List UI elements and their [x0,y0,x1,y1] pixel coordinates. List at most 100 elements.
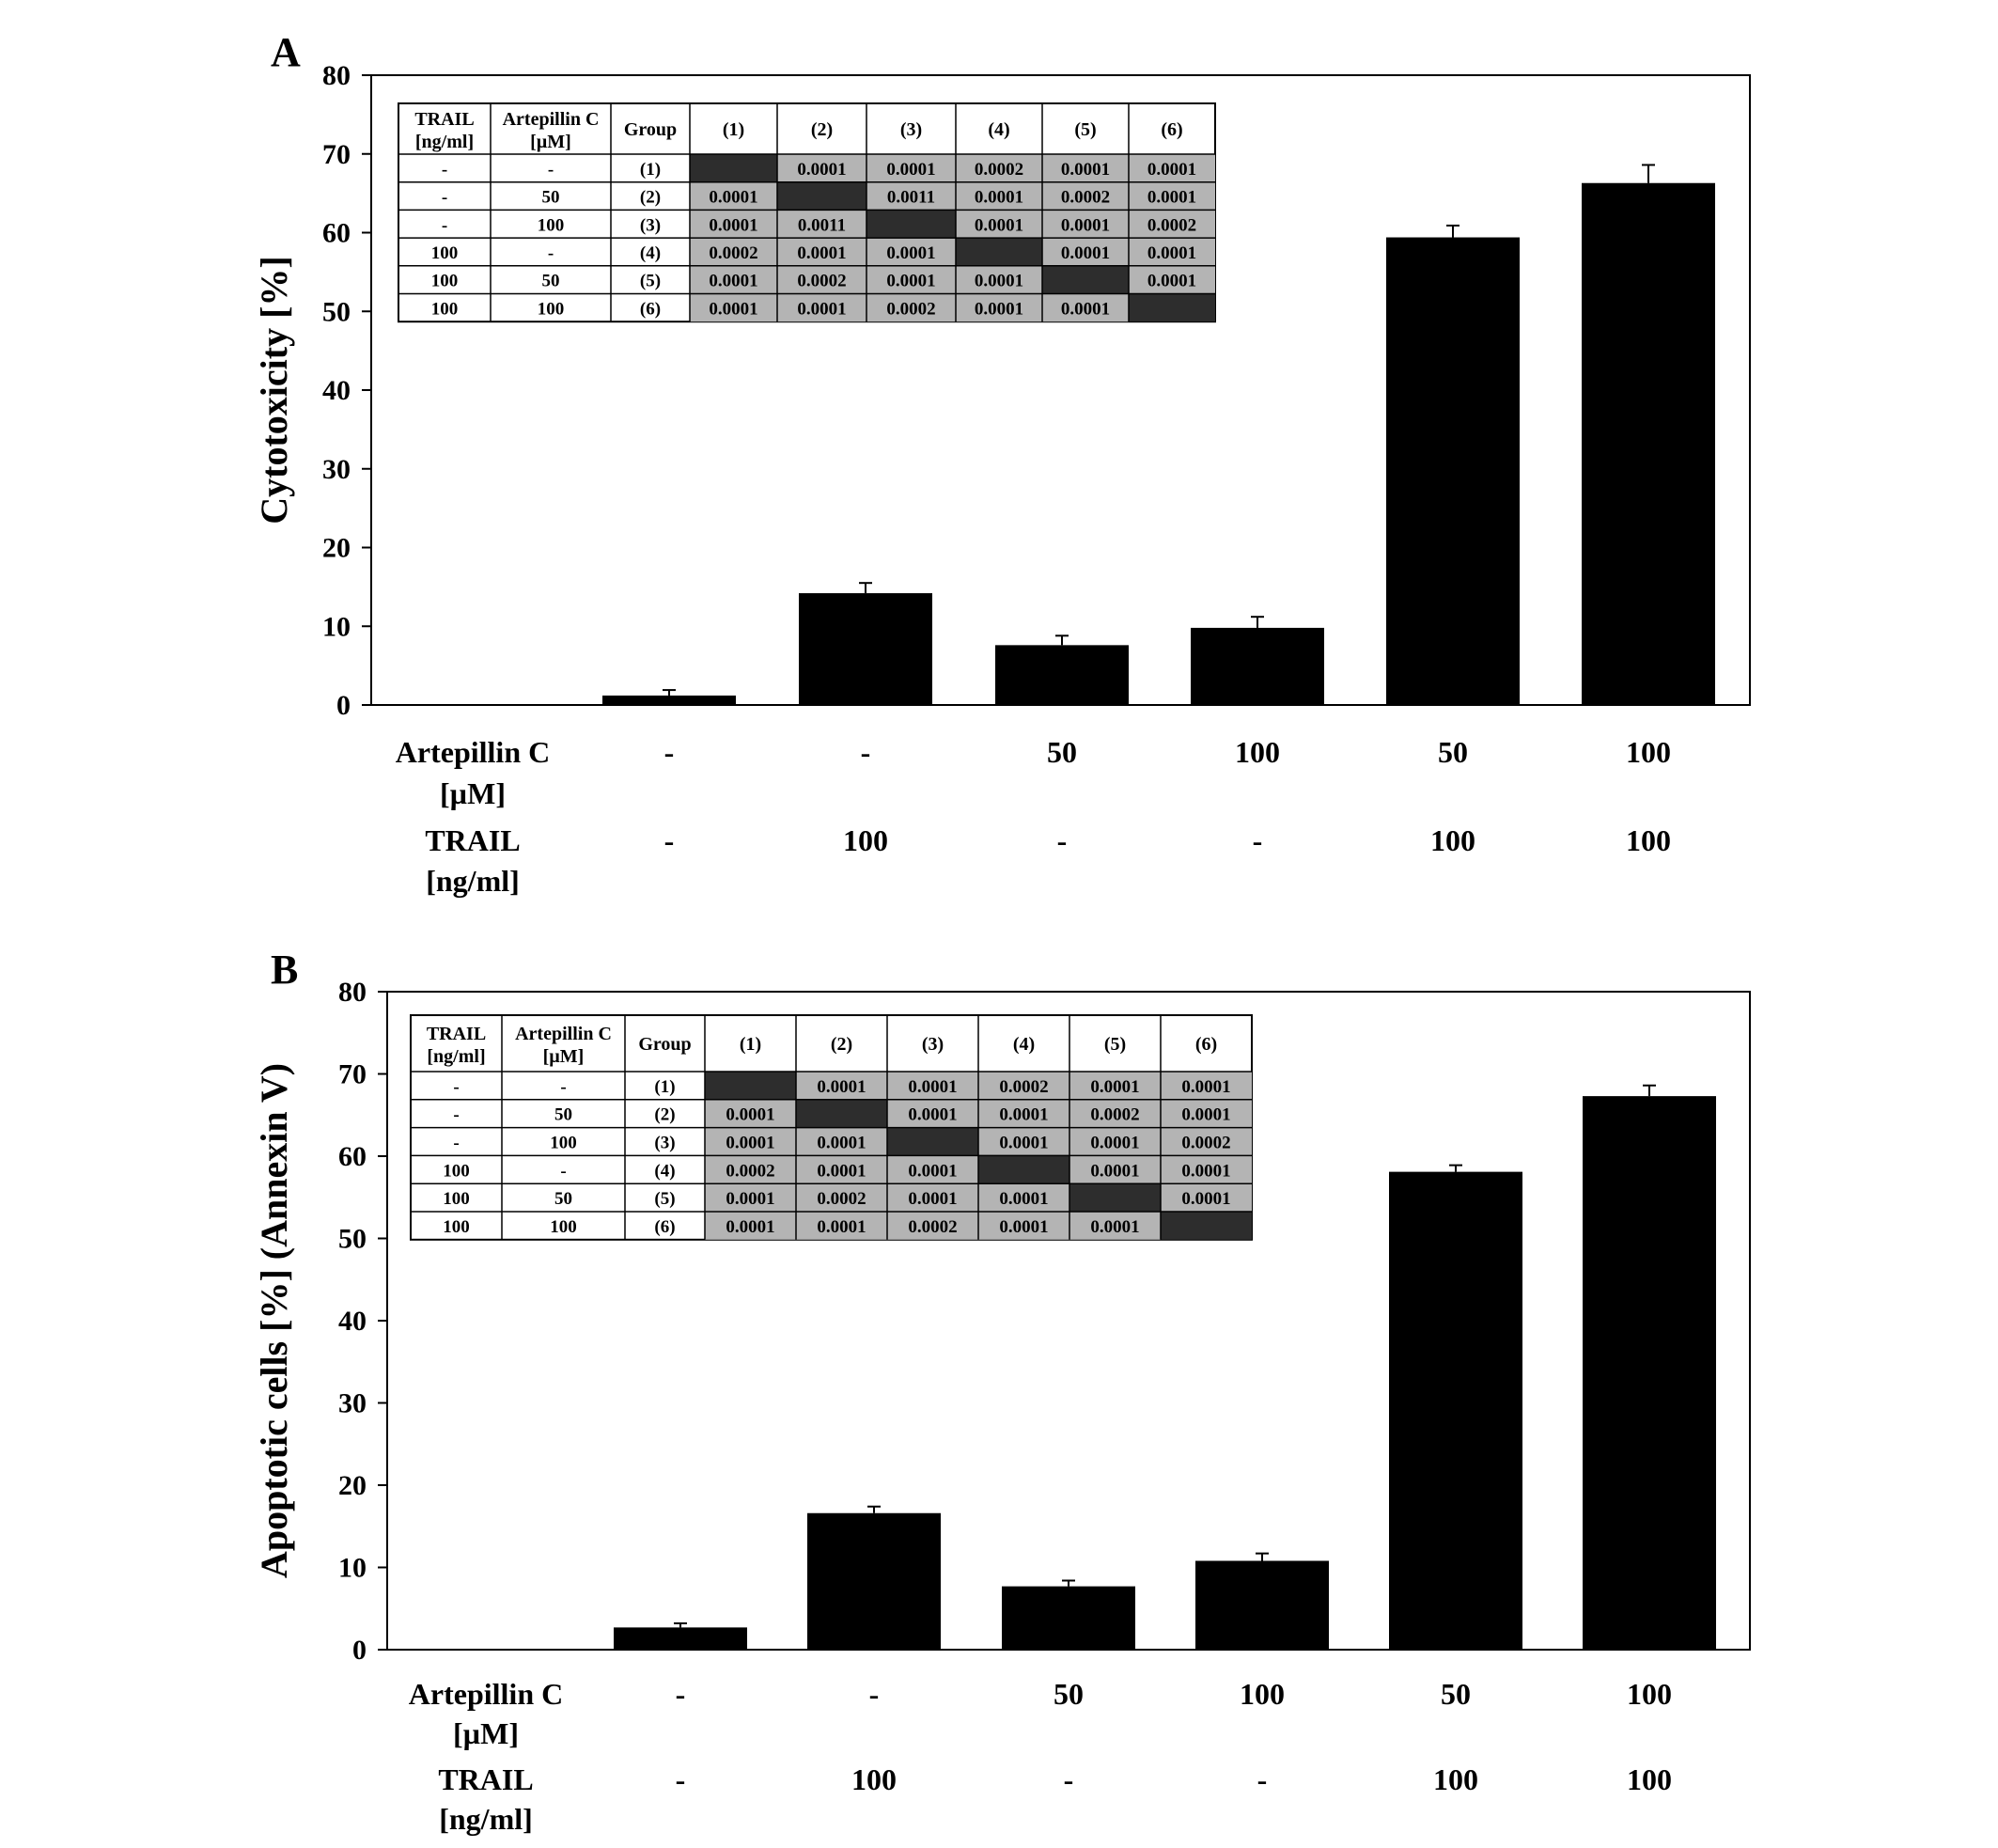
table-cell-shaded [956,181,1042,211]
bar [995,645,1129,705]
condition-unit: [µM] [440,776,506,810]
table-cell: 0.0001 [726,1134,774,1153]
table-cell: 50 [542,272,560,291]
y-tick-label: 80 [322,60,351,91]
table-cell: - [560,1161,566,1181]
table-cell: 0.0002 [886,299,935,319]
table-cell: 0.0001 [1181,1077,1230,1097]
table-cell-diagonal [956,238,1042,266]
table-cell: 0.0001 [1147,272,1196,291]
table-cell: 0.0001 [726,1217,774,1237]
table-cell: (5) [654,1189,675,1209]
condition-value: - [861,735,871,769]
table-header-cell: (3) [900,119,922,140]
table-cell: 0.0001 [999,1134,1048,1153]
table-cell: 0.0001 [1147,243,1196,263]
table-cell-shaded [690,238,777,266]
bar [614,1627,747,1650]
table-cell-shaded [705,1183,796,1212]
table-cell-shaded [690,181,777,211]
table-header-cell: (1) [723,119,744,140]
bar [1386,237,1520,705]
table-cell: 100 [538,215,565,235]
table-cell-diagonal [1069,1183,1161,1212]
table-cell: 0.0002 [1090,1105,1139,1125]
table-cell: - [442,160,447,180]
table-cell-shaded [956,293,1042,322]
table-cell: 0.0001 [975,299,1023,319]
table-cell: (1) [640,160,661,180]
table-cell: 0.0001 [817,1077,866,1097]
table-cell: (4) [654,1161,675,1181]
table-cell: 0.0001 [1061,299,1110,319]
table-cell: 0.0001 [886,243,935,263]
y-tick-label: 10 [338,1553,367,1584]
table-cell: 100 [431,243,459,263]
condition-value: - [1257,1762,1268,1796]
table-cell-shaded [1161,1183,1252,1212]
panel-label: A [271,29,301,75]
table-cell: - [453,1077,459,1097]
table-cell-diagonal [705,1072,796,1100]
table-cell: 0.0001 [726,1105,774,1125]
table-cell-shaded [978,1183,1069,1212]
table-cell: (6) [640,299,661,319]
bar [1195,1560,1329,1650]
table-cell: 0.0001 [886,160,935,180]
table-cell: 0.0001 [975,215,1023,235]
table-cell-shaded [1129,238,1215,266]
table-header-cell: (2) [831,1034,852,1055]
panel-a: A 0 10 20 30 40 50 60 70 80 Cytotoxicity [%] Artepi… [253,29,1751,898]
table-cell: 50 [554,1189,572,1209]
table-header-cell: (6) [1161,119,1182,140]
table-cell: 0.0001 [709,299,757,319]
table-cell: 0.0011 [887,188,935,208]
y-tick-label: 50 [322,296,351,327]
condition-value: - [664,823,675,857]
condition-label: TRAIL [438,1762,533,1796]
table-cell: - [453,1105,459,1125]
table-cell: 0.0002 [975,160,1023,180]
condition-value: 100 [1433,1762,1478,1796]
table-cell-shaded [1069,1099,1161,1128]
table-cell: 100 [550,1217,577,1237]
bar [1582,182,1715,706]
table-cell: 0.0001 [817,1217,866,1237]
table-cell: 0.0001 [709,215,757,235]
y-tick-label: 50 [338,1224,367,1255]
table-cell-diagonal [1042,265,1129,294]
table-cell: 0.0001 [908,1105,957,1125]
panel-b: B 0 10 20 30 40 50 60 70 80 Apoptotic cells [%] (A… [253,947,1751,1836]
table-cell-shaded [777,210,866,239]
y-tick-label: 60 [322,218,351,249]
condition-value: - [676,1677,686,1711]
table-cell-diagonal [1161,1212,1252,1240]
table-cell-shaded [866,181,956,211]
table-header-cell: (4) [1013,1034,1035,1055]
table-cell: 0.0001 [817,1161,866,1181]
table-cell-shaded [796,1212,887,1240]
table-cell-diagonal [866,210,956,239]
table-cell-shaded [887,1212,978,1240]
table-cell-shaded [887,1072,978,1100]
table-header-cell: TRAIL [ng/ml] [427,1024,486,1067]
y-tick-label: 70 [338,1059,367,1090]
table-cell: 0.0002 [1147,215,1196,235]
table-cell: 0.0001 [797,243,846,263]
table-cell-shaded [796,1072,887,1100]
table-cell-shaded [1161,1127,1252,1156]
condition-value: - [869,1677,880,1711]
table-cell: 0.0001 [999,1189,1048,1209]
table-header-cell: (4) [988,119,1009,140]
table-cell-shaded [796,1155,887,1184]
table-cell: - [548,160,554,180]
table-header-cell: TRAIL [ng/ml] [414,109,474,152]
condition-value: 50 [1054,1677,1084,1711]
bar [799,593,932,705]
y-axis-label: Cytotoxicity [%] [253,256,295,524]
bar [602,695,736,705]
table-cell: 0.0001 [908,1189,957,1209]
table-cell: 100 [443,1161,470,1181]
table-cell: 0.0002 [908,1217,957,1237]
